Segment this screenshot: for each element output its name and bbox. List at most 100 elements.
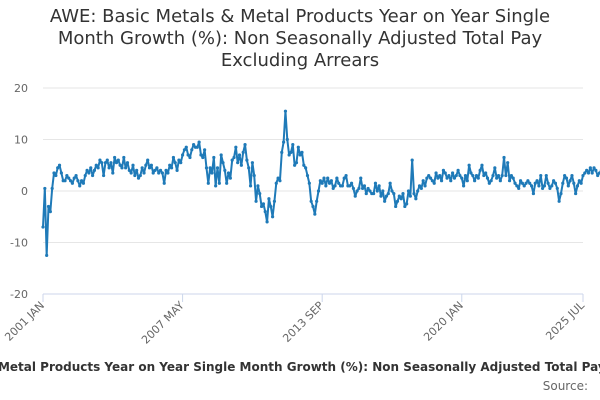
data-point	[50, 186, 54, 191]
data-point	[212, 155, 216, 160]
data-point	[197, 140, 201, 144]
data-point	[219, 153, 223, 157]
data-point	[388, 181, 392, 185]
data-point	[406, 189, 411, 193]
data-point	[120, 166, 124, 170]
data-point	[366, 186, 370, 191]
data-point	[522, 184, 526, 188]
data-point	[443, 171, 447, 175]
data-point	[70, 181, 74, 185]
data-point	[136, 176, 141, 180]
data-point	[182, 148, 187, 152]
data-point	[563, 173, 567, 178]
data-point	[158, 168, 163, 172]
chart-title-line-1: AWE: Basic Metals & Metal Products Year …	[49, 6, 551, 27]
data-point	[438, 173, 442, 178]
data-point	[300, 150, 304, 154]
data-point	[48, 210, 52, 214]
data-point	[298, 153, 302, 157]
data-point	[94, 163, 98, 167]
data-point	[208, 166, 212, 170]
data-point	[180, 153, 185, 157]
chart-title-line-3: Excluding Arrears	[220, 50, 380, 71]
data-point	[81, 181, 86, 185]
data-point	[357, 186, 361, 191]
y-tick-label: -10	[10, 237, 28, 250]
y-tick-label: -20	[10, 288, 28, 301]
data-point	[74, 173, 78, 178]
data-point	[572, 181, 576, 185]
data-point	[78, 184, 82, 188]
data-point	[113, 155, 117, 160]
data-point	[349, 181, 354, 185]
data-point	[450, 171, 455, 175]
data-point	[256, 184, 260, 188]
data-point	[511, 176, 515, 180]
data-point	[186, 153, 190, 157]
data-point	[311, 204, 315, 209]
data-point	[540, 186, 545, 191]
data-point	[214, 184, 218, 188]
x-tick-label: 2013 SEP	[280, 299, 326, 345]
data-point	[155, 166, 159, 170]
data-point	[566, 184, 570, 188]
data-point	[585, 168, 589, 172]
data-point	[90, 173, 95, 178]
data-point	[353, 194, 357, 198]
data-point	[280, 150, 284, 154]
data-point	[287, 153, 291, 157]
data-point	[254, 199, 258, 203]
data-point	[513, 181, 517, 185]
data-point	[416, 189, 420, 193]
data-point	[509, 173, 513, 178]
data-point	[100, 161, 104, 165]
x-tick-label: 2007 MAY	[139, 299, 187, 347]
data-point	[278, 179, 282, 183]
data-point	[434, 171, 438, 175]
data-point	[54, 173, 58, 178]
data-point	[487, 181, 491, 185]
data-point	[232, 155, 236, 160]
data-point	[581, 173, 585, 178]
data-points	[41, 109, 600, 257]
data-point	[351, 186, 356, 191]
data-point	[149, 163, 153, 167]
data-point	[111, 171, 115, 175]
data-point	[390, 189, 394, 193]
data-point	[436, 176, 440, 180]
data-point	[285, 137, 289, 142]
data-point	[552, 179, 556, 183]
data-point	[412, 191, 416, 196]
data-point	[203, 148, 207, 152]
data-point	[465, 179, 469, 183]
data-point	[579, 181, 583, 185]
data-point	[403, 204, 407, 209]
data-point	[539, 173, 543, 178]
data-point	[68, 179, 73, 183]
data-point	[322, 176, 326, 180]
legend-item-label[interactable]: AWE: Basic Metals & Metal Products Year …	[0, 360, 600, 374]
data-point	[98, 158, 102, 162]
legend[interactable]: AWE: Basic Metals & Metal Products Year …	[0, 360, 600, 374]
data-point	[226, 171, 231, 175]
data-point	[221, 161, 225, 165]
data-point	[57, 163, 62, 167]
data-point	[105, 158, 109, 162]
data-point	[414, 197, 418, 201]
data-point	[315, 199, 319, 203]
data-point	[168, 163, 172, 167]
data-point	[326, 176, 330, 180]
data-point	[359, 176, 363, 180]
data-point	[515, 184, 519, 188]
data-point	[234, 145, 238, 149]
data-point	[355, 189, 359, 193]
data-point	[362, 184, 367, 188]
data-point	[327, 181, 332, 185]
data-point	[267, 197, 271, 201]
data-point	[67, 176, 71, 180]
data-point	[329, 179, 333, 183]
data-point	[125, 161, 130, 165]
data-point	[568, 179, 572, 183]
data-point	[92, 168, 97, 172]
data-point	[201, 155, 205, 160]
